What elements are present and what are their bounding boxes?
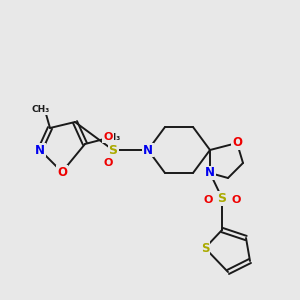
Text: S: S [218, 191, 226, 205]
Text: O: O [203, 195, 213, 205]
Text: N: N [205, 167, 215, 179]
Text: N: N [143, 143, 153, 157]
Text: CH₃: CH₃ [103, 134, 121, 142]
Text: O: O [103, 158, 113, 168]
Text: O: O [232, 136, 242, 149]
Text: O: O [231, 195, 241, 205]
Text: O: O [103, 132, 113, 142]
Text: O: O [57, 166, 67, 178]
Text: S: S [201, 242, 209, 254]
Text: S: S [109, 143, 118, 157]
Text: N: N [35, 143, 45, 157]
Text: CH₃: CH₃ [32, 106, 50, 115]
